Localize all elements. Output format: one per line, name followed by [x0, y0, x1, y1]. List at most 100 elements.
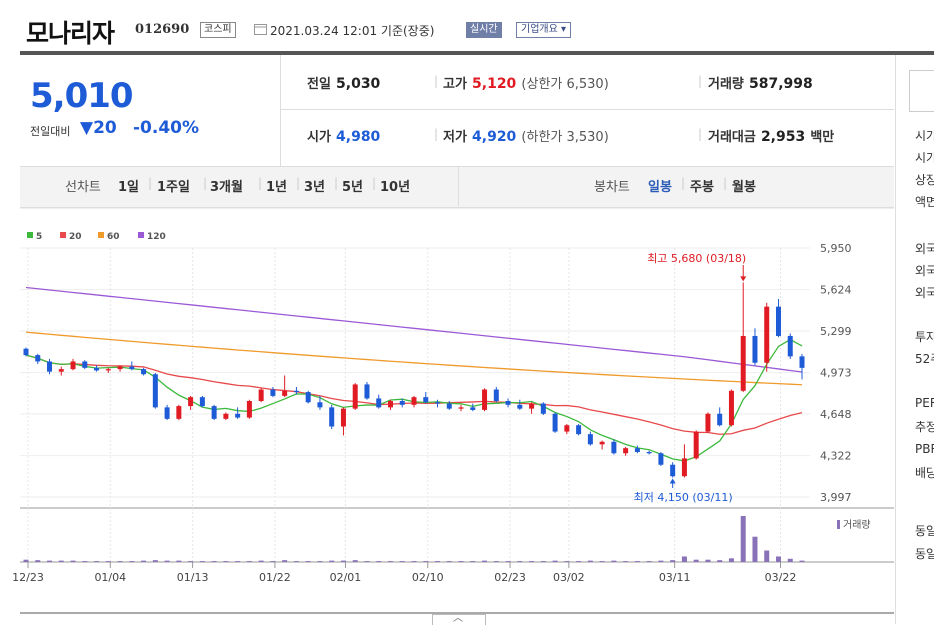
amount-unit: 백만: [810, 130, 835, 145]
volume-bar: [399, 561, 405, 563]
candle-body: [352, 384, 358, 409]
volume-bar: [305, 561, 311, 563]
candle-body: [787, 335, 793, 357]
low-value: 4,920: [472, 129, 517, 145]
candle-body: [470, 407, 476, 410]
candle-body: [329, 407, 335, 427]
volume-bar: [23, 559, 29, 562]
separator: |: [698, 127, 703, 141]
candle-body: [317, 402, 323, 408]
candle-body: [35, 355, 41, 362]
side-panel-item: 외국: [915, 242, 934, 256]
separator: |: [681, 176, 686, 190]
line-chart-label: 선차트: [65, 180, 101, 195]
tab-1y[interactable]: 1년: [266, 180, 288, 195]
high-label: 고가: [443, 77, 467, 92]
volume-bar: [775, 556, 781, 562]
volume-bar: [82, 561, 88, 563]
candle-body: [411, 397, 417, 405]
candle-body: [752, 335, 758, 363]
legend-swatch: [138, 232, 144, 238]
candle-body: [435, 402, 441, 404]
volume-bar: [235, 561, 241, 563]
candle-body: [728, 390, 734, 426]
candle-body: [505, 400, 511, 405]
candle-body: [681, 458, 687, 477]
volume-bar: [540, 561, 546, 563]
amount-value: 2,953: [760, 129, 806, 145]
side-panel-item: 시가: [915, 129, 934, 143]
quote-volume: 거래량 587,998: [708, 73, 813, 92]
tab-3m[interactable]: 3개월: [210, 180, 243, 195]
volume-bar: [35, 560, 41, 562]
collapse-toggle[interactable]: ︿: [432, 613, 486, 625]
min-annotation: 최저 4,150 (03/11): [634, 491, 733, 504]
candle-body: [117, 366, 123, 370]
realtime-button[interactable]: 실시간: [466, 22, 502, 38]
candle-body: [529, 403, 535, 409]
candle-body: [164, 407, 170, 419]
x-tick-label: 01/22: [259, 571, 291, 584]
volume-bar: [152, 560, 158, 562]
legend-label: 60: [107, 232, 120, 242]
x-tick-label: 01/04: [94, 571, 126, 584]
side-panel-item: 52주: [915, 352, 934, 366]
candle-body: [587, 434, 593, 445]
candle-body: [58, 369, 64, 372]
tab-5y[interactable]: 5년: [342, 180, 364, 195]
tab-3y[interactable]: 3년: [304, 180, 326, 195]
volume-bar: [293, 561, 299, 563]
company-info-dropdown[interactable]: 기업개요 ▾: [516, 22, 572, 38]
candle-body: [775, 306, 781, 336]
volume-bar: [352, 560, 358, 562]
candle-body: [235, 413, 241, 418]
x-tick-label: 01/13: [177, 571, 209, 584]
tab-monthly[interactable]: 월봉: [732, 180, 756, 195]
change-percent: -0.40%: [133, 118, 200, 138]
x-tick-label: 12/23: [12, 571, 44, 584]
candle-body: [152, 374, 158, 408]
volume-bar: [246, 561, 252, 563]
candle-body: [211, 406, 217, 419]
prev-label: 전일: [307, 77, 331, 92]
tab-weekly[interactable]: 주봉: [690, 180, 714, 195]
candle-body: [47, 361, 53, 372]
tab-daily[interactable]: 일봉: [648, 180, 672, 195]
min-arrow-head: [669, 478, 676, 484]
side-panel-item: 투자: [915, 330, 934, 344]
change-label: 전일대비: [30, 125, 71, 138]
volume-bar: [728, 558, 734, 562]
volume-bar: [658, 560, 664, 562]
upper-limit: (상한가 6,530): [521, 77, 609, 92]
quote-divider: [281, 109, 894, 110]
volume-bar: [505, 561, 511, 563]
separator: |: [148, 176, 153, 190]
volume-bar: [387, 561, 393, 563]
volume-label: 거래량: [708, 77, 744, 92]
tab-10y[interactable]: 10년: [380, 180, 411, 195]
candle-body: [799, 356, 805, 368]
tab-1d[interactable]: 1일: [118, 180, 140, 195]
tab-1w[interactable]: 1주일: [157, 180, 190, 195]
side-panel-item: 추정: [915, 420, 934, 434]
open-value: 4,980: [336, 129, 381, 145]
separator: |: [203, 176, 208, 190]
y-tick-label: 3,997: [820, 491, 852, 504]
volume-bar: [105, 561, 111, 563]
separator: |: [372, 176, 377, 190]
volume-bar: [634, 561, 640, 563]
volume-bar: [646, 561, 652, 563]
max-annotation: 최고 5,680 (03/18): [647, 252, 746, 265]
candle-body: [658, 453, 664, 465]
header-divider: [20, 51, 934, 55]
quote-prev: 전일 5,030: [307, 73, 380, 92]
candle-body: [340, 408, 346, 427]
volume-bar: [188, 561, 194, 563]
candle-body: [482, 389, 488, 410]
volume-bar: [211, 561, 217, 563]
calendar-icon: [254, 24, 267, 35]
volume-bar: [470, 561, 476, 563]
volume-value: 587,998: [748, 76, 813, 92]
side-panel: [895, 55, 934, 624]
legend-swatch: [98, 232, 104, 238]
